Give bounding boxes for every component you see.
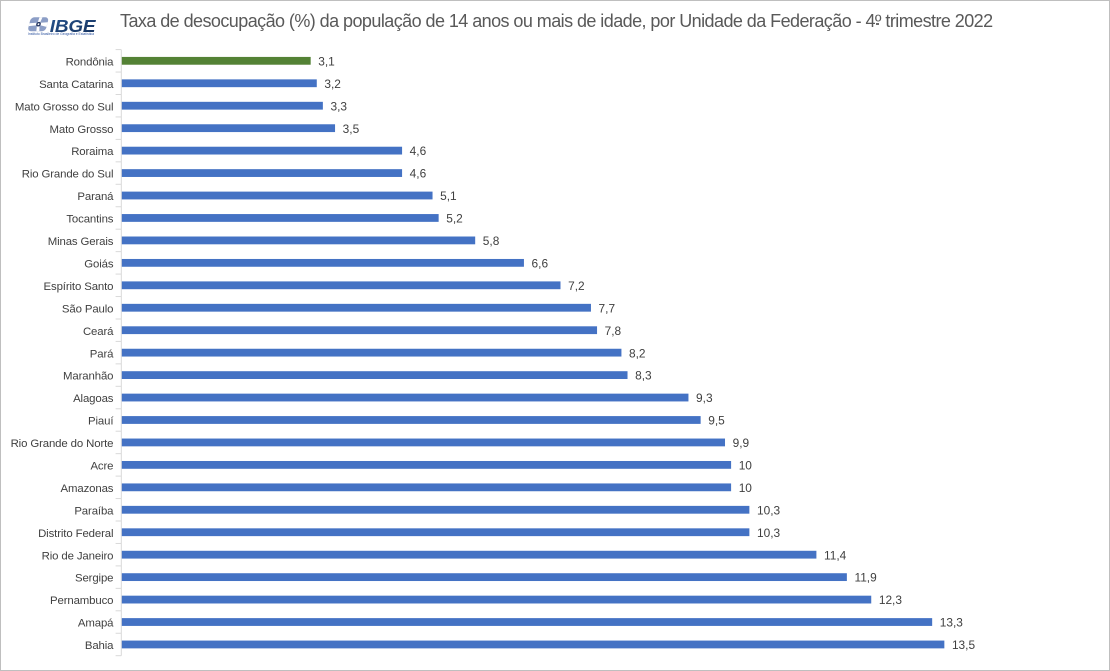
svg-text:Alagoas: Alagoas	[73, 393, 114, 405]
svg-text:3,1: 3,1	[318, 54, 335, 68]
svg-text:Paraná: Paraná	[77, 191, 114, 203]
svg-text:Rio Grande do Norte: Rio Grande do Norte	[11, 438, 114, 450]
svg-text:Rio de Janeiro: Rio de Janeiro	[42, 550, 114, 562]
svg-text:Minas Gerais: Minas Gerais	[48, 236, 114, 248]
svg-text:8,2: 8,2	[629, 346, 646, 360]
svg-text:Piauí: Piauí	[88, 416, 114, 428]
svg-text:4,6: 4,6	[410, 167, 427, 181]
svg-text:Tocantins: Tocantins	[66, 214, 113, 226]
svg-text:4,6: 4,6	[410, 144, 427, 158]
svg-text:Paraíba: Paraíba	[74, 505, 114, 517]
svg-text:Instituto Brasileiro de Geogra: Instituto Brasileiro de Geografia e Esta…	[28, 32, 94, 36]
svg-text:Ceará: Ceará	[83, 326, 114, 338]
svg-text:9,9: 9,9	[733, 436, 750, 450]
svg-text:Acre: Acre	[90, 460, 113, 472]
svg-text:10,3: 10,3	[757, 503, 781, 517]
svg-text:Amazonas: Amazonas	[61, 483, 114, 495]
svg-text:13,3: 13,3	[940, 616, 964, 630]
svg-text:Roraima: Roraima	[71, 146, 114, 158]
svg-text:Espírito Santo: Espírito Santo	[44, 281, 114, 293]
svg-text:Distrito Federal: Distrito Federal	[38, 528, 113, 540]
svg-text:10: 10	[739, 458, 753, 472]
svg-text:3,2: 3,2	[324, 77, 341, 91]
svg-text:IBGE: IBGE	[50, 17, 97, 36]
svg-text:Rio Grande do Sul: Rio Grande do Sul	[22, 169, 114, 181]
svg-text:Santa Catarina: Santa Catarina	[39, 79, 114, 91]
svg-text:Mato Grosso do Sul: Mato Grosso do Sul	[15, 101, 114, 113]
svg-text:Bahia: Bahia	[85, 640, 114, 652]
svg-text:3,3: 3,3	[330, 99, 347, 113]
svg-text:Pará: Pará	[90, 348, 114, 360]
svg-text:7,2: 7,2	[568, 279, 585, 293]
svg-text:5,2: 5,2	[446, 212, 463, 226]
svg-text:9,5: 9,5	[708, 414, 725, 428]
svg-text:11,9: 11,9	[854, 571, 877, 585]
svg-text:Sergipe: Sergipe	[75, 573, 113, 585]
svg-text:8,3: 8,3	[635, 369, 652, 383]
svg-text:Mato Grosso: Mato Grosso	[50, 124, 114, 136]
svg-text:6,6: 6,6	[532, 256, 549, 270]
svg-text:3,5: 3,5	[343, 122, 360, 136]
svg-text:5,1: 5,1	[440, 189, 457, 203]
svg-text:10,3: 10,3	[757, 526, 781, 540]
svg-text:5,8: 5,8	[483, 234, 500, 248]
svg-text:7,8: 7,8	[605, 324, 622, 338]
svg-text:Rondônia: Rondônia	[66, 56, 115, 68]
svg-text:São Paulo: São Paulo	[62, 303, 114, 315]
svg-text:7,7: 7,7	[599, 301, 616, 315]
svg-text:Goiás: Goiás	[84, 258, 114, 270]
svg-text:11,4: 11,4	[824, 548, 847, 562]
svg-text:10: 10	[739, 481, 753, 495]
svg-text:12,3: 12,3	[879, 593, 903, 607]
svg-text:Maranhão: Maranhão	[63, 371, 113, 383]
svg-text:13,5: 13,5	[952, 638, 976, 652]
svg-text:Pernambuco: Pernambuco	[50, 595, 113, 607]
svg-text:Amapá: Amapá	[78, 618, 114, 630]
svg-text:9,3: 9,3	[696, 391, 713, 405]
